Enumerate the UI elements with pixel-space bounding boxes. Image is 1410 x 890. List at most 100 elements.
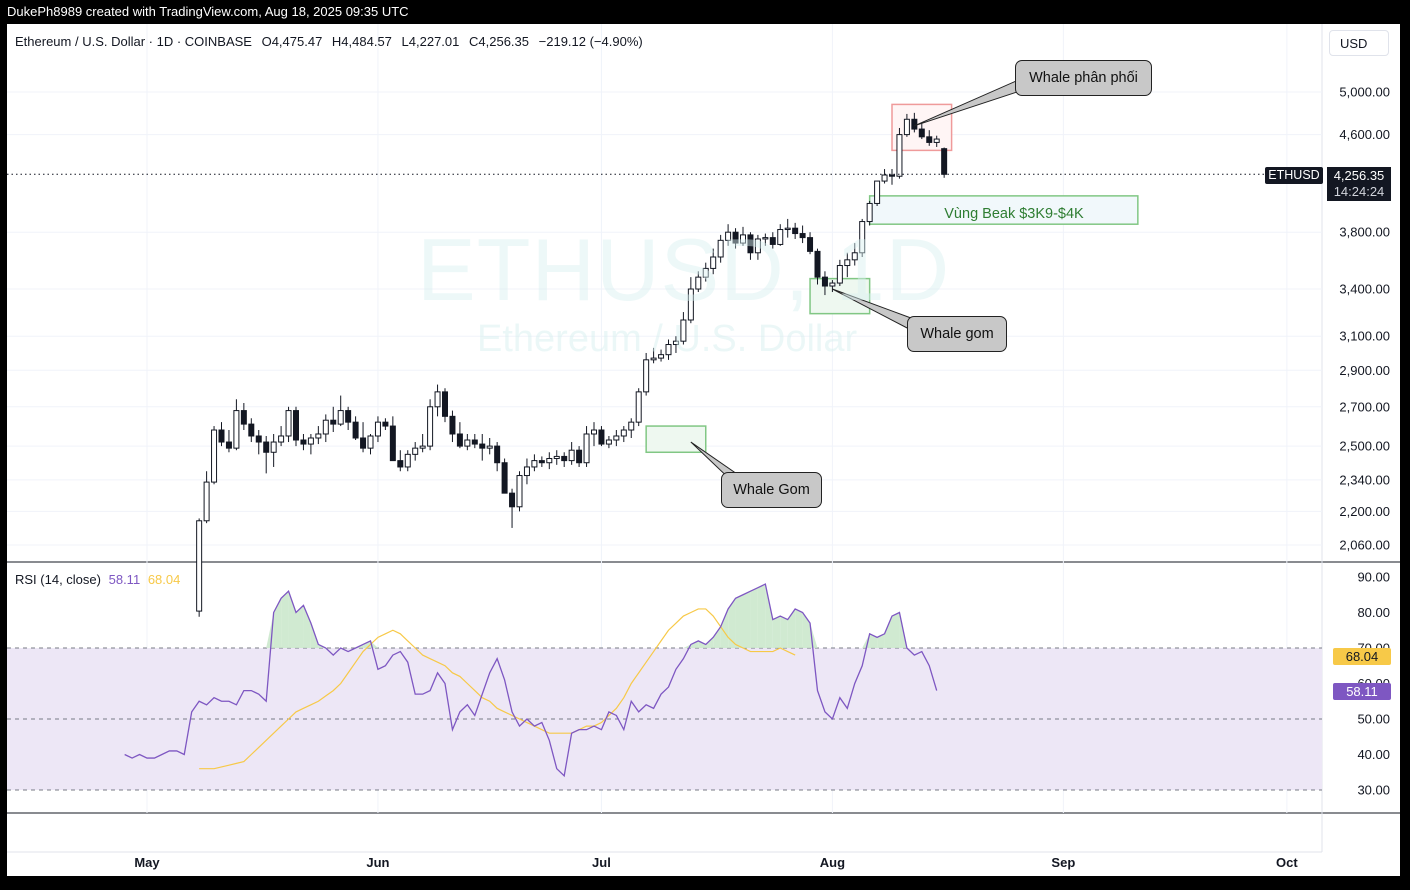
candle [509,488,516,528]
candle [844,252,851,278]
candle [859,218,866,257]
candle-body [799,233,806,239]
rsi-tick-label: 80.00 [1357,605,1390,620]
time-tick-label: Jun [366,855,389,870]
candle-body [836,265,843,284]
candle [523,458,530,485]
candle-body [568,449,575,462]
rsi-overbought-fill [266,584,907,648]
candle [784,218,791,238]
candle [248,418,255,443]
candle [814,248,821,285]
candle [740,226,746,246]
candle-body [613,435,620,441]
currency-button[interactable]: USD [1329,30,1389,56]
candle [829,280,836,293]
pointer-whale-distribution [914,77,1024,127]
ohlc-legend: Ethereum / U.S. Dollar · 1D · COINBASE O… [15,34,649,49]
rsi-line [124,583,938,778]
candle-body [546,458,553,464]
candle [889,169,895,185]
callout-whale-gom-aug-text: Whale gom [920,326,994,342]
candle [516,471,523,512]
candle-body [687,288,694,321]
time-tick-label: Aug [820,855,845,870]
candle-body [740,234,746,244]
candle [442,388,448,423]
candle-body [293,410,299,441]
candle [866,200,873,226]
candle-body [218,429,225,443]
candle [352,416,359,441]
rsi-ma-line [199,608,796,770]
candle [531,454,538,472]
candle-body [754,238,761,254]
candle-body [509,492,516,508]
candle-body [792,227,799,235]
rsi-label: RSI (14, close) [15,572,101,587]
chart-frame[interactable]: 2,060.00 2,200.00 2,340.00 2,500.00 2,700.00… [7,24,1400,876]
candle-body [471,439,478,445]
candle-body [442,391,448,417]
candle-body [233,410,240,449]
candle [367,433,374,455]
rsi-ma-value: 68.04 [147,572,181,587]
candle-body [278,435,285,443]
candle-body [516,475,523,508]
rsi-overbought-segment [877,633,885,648]
candle-body [553,455,560,460]
candle [777,224,784,246]
candle [486,437,493,455]
candle [918,123,925,140]
candle [926,130,933,146]
candle [583,426,590,467]
candle-body [382,421,389,427]
candle-body [881,174,888,182]
candle-body [829,282,836,287]
candle-body [561,455,568,462]
last-price-value: 4,256.35 [1333,168,1385,183]
accumulation-zone-jul-box [645,425,707,454]
rsi-tick-label: 50.00 [1357,712,1390,727]
candle-body [315,433,322,439]
rsi-overbought-segment [303,605,311,648]
candle [196,518,203,617]
candle-body [598,429,605,445]
candle [345,406,352,431]
candle [285,406,292,443]
candle [374,416,381,443]
rsi-overbought-segment [273,598,282,648]
candle-body [695,276,702,290]
candle-body [456,433,463,447]
rsi-overbought-segment [780,616,788,648]
candle [628,418,635,438]
candle-body [538,460,545,464]
price-tick-label: 5,000.00 [1339,85,1390,100]
candle [851,243,858,266]
chart-svg[interactable]: 2,060.00 2,200.00 2,340.00 2,500.00 2,700.00… [7,24,1400,876]
candle-body [337,410,344,425]
candle [747,232,754,260]
callout-whale-gom-aug: Whale gom [907,316,1007,352]
last-price-tag: 4,256.35 14:24:24 [1327,167,1391,201]
candle [471,433,478,449]
candle-body [576,449,583,464]
rsi-overbought-segment [743,591,751,648]
candle [792,222,799,239]
candle [494,442,501,472]
candle [807,232,814,255]
candle-body [620,429,627,437]
beak-zone-label: Vùng Beak $3K9-$4K [877,206,1151,222]
candle [702,262,709,282]
candle [732,228,739,249]
candle [240,403,247,431]
description-watermark: Ethereum / U.S. Dollar [477,318,858,360]
candle-body [352,421,359,439]
rsi-overbought-segment [735,594,743,648]
candle [754,234,761,260]
candle [322,414,329,443]
candle [941,147,948,178]
symbol-price-tag: ETHUSD [1265,167,1323,184]
candle [382,418,389,431]
candle [635,388,642,427]
